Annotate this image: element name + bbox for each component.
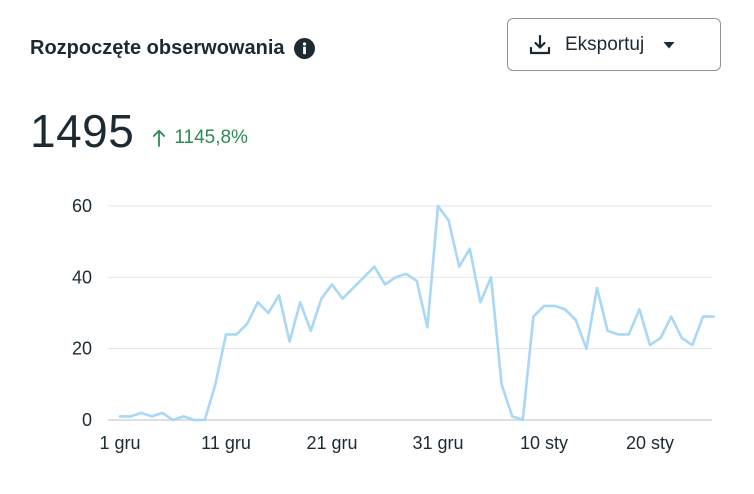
info-icon[interactable]	[293, 37, 315, 59]
x-tick-label: 31 gru	[412, 433, 463, 453]
y-tick-label: 60	[72, 196, 92, 216]
data-point[interactable]	[488, 274, 494, 280]
x-tick-label: 21 gru	[306, 433, 357, 453]
data-point[interactable]	[711, 314, 717, 320]
data-point[interactable]	[626, 331, 632, 337]
data-point[interactable]	[499, 381, 505, 387]
data-point[interactable]	[308, 328, 314, 334]
data-point[interactable]	[340, 296, 346, 302]
data-point[interactable]	[636, 306, 642, 312]
arrow-up-icon	[152, 129, 166, 147]
data-point[interactable]	[456, 264, 462, 270]
y-tick-label: 0	[82, 410, 92, 430]
data-point[interactable]	[594, 285, 600, 291]
data-point[interactable]	[149, 413, 155, 419]
data-point[interactable]	[467, 246, 473, 252]
data-point[interactable]	[658, 335, 664, 341]
data-point[interactable]	[530, 314, 536, 320]
data-point[interactable]	[329, 281, 335, 287]
data-point[interactable]	[244, 321, 250, 327]
x-tick-label: 11 gru	[201, 433, 251, 453]
data-point[interactable]	[128, 413, 134, 419]
data-point[interactable]	[212, 381, 218, 387]
card-title: Rozpoczęte obserwowania	[30, 36, 285, 59]
data-point[interactable]	[181, 413, 187, 419]
y-tick-label: 20	[72, 339, 92, 359]
data-point[interactable]	[223, 331, 229, 337]
data-point[interactable]	[446, 217, 452, 223]
followers-line-chart: 0 20 40 60 1 gru 11 gru 21 gru 31 gru 10 sty 20 s…	[72, 196, 717, 453]
data-point[interactable]	[689, 342, 695, 348]
series-line	[118, 204, 715, 422]
y-tick-label: 40	[72, 267, 92, 287]
data-point[interactable]	[138, 410, 144, 416]
caret-down-icon	[662, 40, 676, 50]
data-point[interactable]	[605, 328, 611, 334]
x-tick-label: 1 gru	[99, 433, 140, 453]
data-point[interactable]	[159, 410, 165, 416]
data-point[interactable]	[552, 303, 558, 309]
data-point[interactable]	[276, 292, 282, 298]
metric-delta-value: 1145,8%	[174, 127, 248, 148]
data-point[interactable]	[424, 324, 430, 330]
export-button[interactable]: Eksportuj	[507, 18, 721, 71]
data-point[interactable]	[700, 314, 706, 320]
data-point[interactable]	[562, 306, 568, 312]
data-point[interactable]	[414, 278, 420, 284]
metric-value: 1495	[30, 105, 135, 157]
x-tick-label: 10 sty	[520, 433, 568, 453]
data-point[interactable]	[191, 417, 197, 423]
data-point[interactable]	[668, 314, 674, 320]
data-point[interactable]	[371, 264, 377, 270]
data-point[interactable]	[318, 296, 324, 302]
data-point[interactable]	[509, 413, 515, 419]
data-point[interactable]	[265, 310, 271, 316]
data-point[interactable]	[170, 417, 176, 423]
data-point[interactable]	[435, 203, 441, 209]
metric-summary: 1495 1145,8%	[30, 104, 248, 158]
data-point[interactable]	[393, 274, 399, 280]
data-point[interactable]	[583, 346, 589, 352]
export-button-label: Eksportuj	[565, 33, 645, 55]
data-point[interactable]	[477, 299, 483, 305]
data-point[interactable]	[520, 417, 526, 423]
x-tick-label: 20 sty	[626, 433, 674, 453]
data-point[interactable]	[255, 299, 261, 305]
data-point[interactable]	[647, 342, 653, 348]
data-point[interactable]	[615, 331, 621, 337]
data-point[interactable]	[287, 339, 293, 345]
metric-delta: 1145,8%	[152, 127, 248, 149]
download-icon	[528, 33, 552, 57]
data-point[interactable]	[234, 331, 240, 337]
data-point[interactable]	[350, 285, 356, 291]
data-point[interactable]	[202, 417, 208, 423]
data-point[interactable]	[541, 303, 547, 309]
data-point[interactable]	[679, 335, 685, 341]
data-point[interactable]	[403, 271, 409, 277]
data-point[interactable]	[297, 299, 303, 305]
data-point[interactable]	[573, 317, 579, 323]
card-header: Rozpoczęte obserwowania	[30, 30, 315, 66]
data-point[interactable]	[117, 413, 123, 419]
data-point[interactable]	[382, 281, 388, 287]
data-point[interactable]	[361, 274, 367, 280]
